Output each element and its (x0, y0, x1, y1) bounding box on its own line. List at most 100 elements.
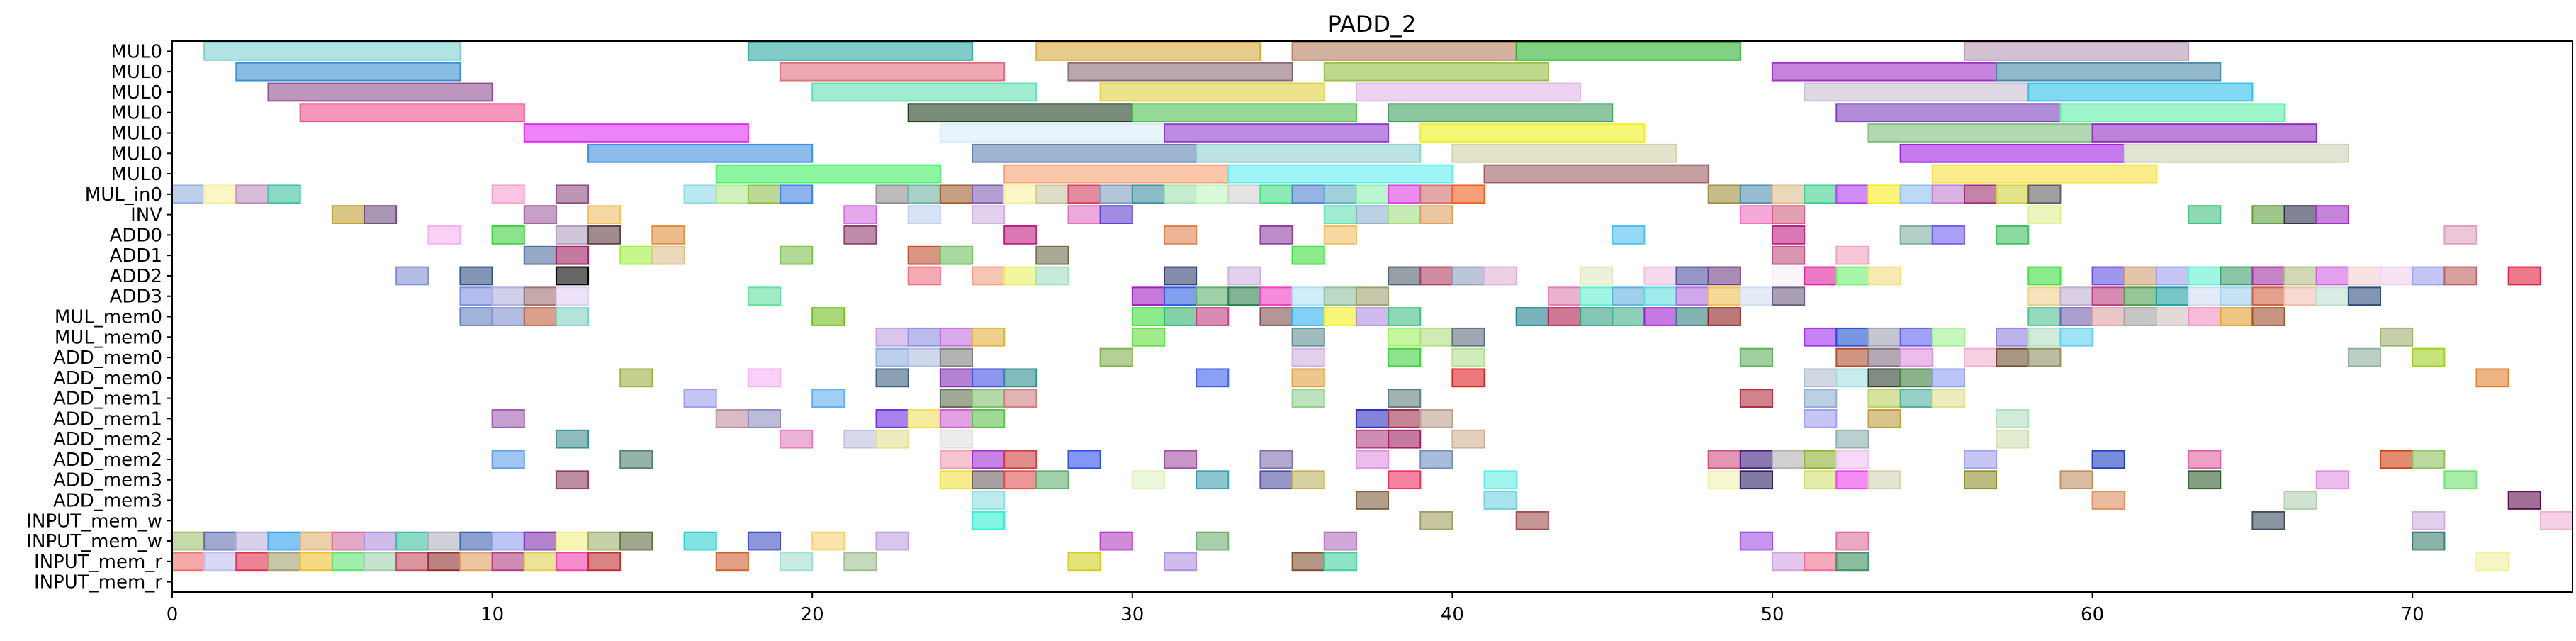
gantt-bar (2443, 266, 2477, 286)
gantt-bar (1772, 245, 1806, 265)
gantt-bar (267, 184, 301, 204)
gantt-bar (1899, 184, 1933, 204)
gantt-bar (1804, 266, 1838, 286)
gantt-bar (2188, 470, 2222, 490)
gantt-bar (780, 552, 814, 572)
gantt-bar (1196, 184, 1230, 204)
gantt-bar (1259, 307, 1293, 326)
gantt-bar (972, 409, 1006, 428)
gantt-bar (2091, 286, 2125, 306)
gantt-bar (1612, 307, 1646, 326)
gantt-bar (1835, 347, 1869, 367)
gantt-bar (1131, 286, 1165, 306)
gantt-bar (523, 123, 749, 143)
gantt-bar (1131, 103, 1357, 123)
gantt-bar (1355, 307, 1390, 326)
gantt-bar (1388, 307, 1422, 326)
gantt-bar (939, 327, 973, 347)
gantt-bar (2347, 347, 2382, 367)
gantt-bar (1707, 450, 1741, 469)
gantt-bar (2347, 266, 2382, 286)
gantt-bar (203, 552, 237, 572)
gantt-bar (1003, 470, 1037, 490)
gantt-bar (235, 531, 269, 551)
gantt-bar (1772, 552, 1806, 572)
gantt-bar (1035, 470, 1069, 490)
gantt-bar (427, 552, 461, 572)
gantt-bar (459, 307, 493, 326)
gantt-bar (1099, 531, 1133, 551)
gantt-bar (715, 184, 749, 204)
gantt-bar (1996, 225, 2030, 245)
gantt-bar (1067, 184, 1101, 204)
y-tick-label: ADD_mem0 (53, 368, 162, 389)
gantt-bar (1580, 307, 1614, 326)
gantt-bar (491, 450, 525, 469)
gantt-bar (1451, 347, 1485, 367)
gantt-bar (2059, 103, 2285, 123)
gantt-bar (1323, 62, 1549, 82)
x-tick-label: 20 (801, 604, 824, 625)
gantt-bar (1355, 450, 1390, 469)
gantt-bar (972, 184, 1006, 204)
y-tick-label: MUL0 (111, 123, 163, 145)
gantt-bar (1483, 491, 1517, 510)
gantt-bar (972, 368, 1006, 388)
gantt-bar (491, 552, 525, 572)
gantt-bar (1931, 225, 1965, 245)
gantt-bar (907, 266, 941, 286)
gantt-bar (1772, 184, 1806, 204)
gantt-bar (1739, 205, 1774, 224)
gantt-bar (555, 470, 590, 490)
gantt-bar (1035, 42, 1261, 61)
gantt-bar (1483, 266, 1517, 286)
y-tick-label: MUL0 (111, 62, 163, 83)
gantt-bar (2123, 307, 2157, 326)
gantt-bar (459, 531, 493, 551)
gantt-bar (555, 429, 590, 449)
gantt-bar (811, 82, 1037, 102)
gantt-bar (1643, 286, 1677, 306)
gantt-bar (843, 205, 877, 224)
gantt-bar (1963, 347, 1998, 367)
x-tick-label: 50 (1760, 604, 1784, 625)
gantt-bar (395, 266, 429, 286)
gantt-bar (1931, 327, 1965, 347)
gantt-bar (2251, 286, 2285, 306)
gantt-bar (2412, 347, 2446, 367)
gantt-bar (555, 184, 590, 204)
gantt-bar (1612, 286, 1646, 306)
y-tick-label: INPUT_mem_w (26, 531, 162, 552)
gantt-bar (2315, 205, 2349, 224)
gantt-bar (875, 409, 909, 428)
gantt-bar (2188, 450, 2222, 469)
gantt-bar (875, 327, 909, 347)
gantt-bar (651, 245, 685, 265)
gantt-bar (2027, 266, 2062, 286)
gantt-bar (2123, 143, 2349, 163)
gantt-bar (1835, 531, 1869, 551)
gantt-bar (1419, 511, 1453, 530)
gantt-bar (1355, 409, 1390, 428)
gantt-bar (1963, 470, 1998, 490)
gantt-bar (2283, 205, 2317, 224)
gantt-bar (523, 245, 557, 265)
gantt-bar (491, 225, 525, 245)
gantt-bar (2220, 266, 2254, 286)
gantt-bar (491, 409, 525, 428)
x-tick-label: 10 (480, 604, 504, 625)
gantt-bar (2027, 205, 2062, 224)
gantt-bar (939, 184, 973, 204)
gantt-bar (1291, 245, 1325, 265)
gantt-bar (331, 531, 365, 551)
gantt-bar (1804, 389, 1838, 408)
gantt-bar (875, 368, 909, 388)
gantt-bar (747, 531, 782, 551)
gantt-bar (299, 552, 333, 572)
gantt-bar (1804, 470, 1838, 490)
gantt-bar (267, 552, 301, 572)
gantt-bar (2475, 368, 2509, 388)
gantt-bar (843, 552, 877, 572)
gantt-bar (1835, 327, 1869, 347)
gantt-bar (1323, 205, 1357, 224)
